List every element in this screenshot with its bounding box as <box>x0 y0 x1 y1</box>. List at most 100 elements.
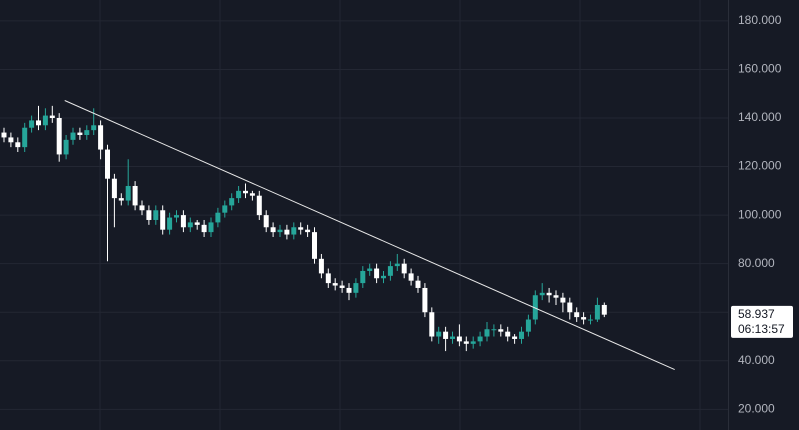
candle-body <box>491 329 497 331</box>
candle-body <box>118 198 124 201</box>
candle-body <box>325 273 331 284</box>
candle-body <box>360 270 366 284</box>
y-tick-label: 180.000 <box>738 13 782 27</box>
trendline <box>64 100 675 371</box>
candle-body <box>215 212 221 223</box>
candle-body <box>512 336 518 339</box>
candle-body <box>15 142 21 148</box>
candle-body <box>519 331 524 339</box>
candle-body <box>505 331 511 337</box>
candle-body <box>229 198 235 206</box>
candle-body <box>560 297 566 303</box>
candle-body <box>450 336 455 339</box>
candle-body <box>353 283 359 293</box>
candle-body <box>208 222 214 233</box>
candle-body <box>222 205 228 213</box>
candle-body <box>436 331 442 337</box>
candle-body <box>401 263 407 274</box>
candle-body <box>367 268 373 271</box>
candle-body <box>532 295 538 320</box>
candle-body <box>139 205 145 211</box>
y-tick-label: 120.000 <box>738 159 782 173</box>
last-price-box <box>731 305 793 338</box>
candle-body <box>588 319 593 321</box>
candle-body <box>256 195 262 216</box>
candle-body <box>408 273 414 281</box>
candle-body <box>594 304 600 320</box>
candle-body <box>56 118 62 155</box>
candle-body <box>105 149 110 179</box>
candle-body <box>601 304 607 315</box>
candle-body <box>305 229 311 233</box>
candle-body <box>318 258 324 274</box>
candle-body <box>443 331 449 339</box>
candle-body <box>477 336 483 342</box>
y-tick-label: 80.000 <box>738 256 775 270</box>
candle-body <box>249 193 255 196</box>
candle-body <box>456 336 462 342</box>
y-tick-label: 40.000 <box>738 353 775 367</box>
last-price-label: 58.937 <box>738 307 775 321</box>
candle-body <box>22 127 28 148</box>
candle-body <box>574 312 580 318</box>
candle-body <box>422 287 428 313</box>
candle-body <box>374 268 380 279</box>
candle-body <box>180 215 186 228</box>
candle-body <box>84 130 90 135</box>
candle-body <box>525 319 531 332</box>
candle-body <box>153 210 159 220</box>
candle-body <box>284 229 290 235</box>
candle-body <box>498 329 504 332</box>
candle-body <box>346 287 352 293</box>
candle-body <box>539 292 545 296</box>
candle-body <box>546 292 552 296</box>
candle-body <box>263 215 269 228</box>
candle-body <box>277 229 283 233</box>
candle-body <box>484 329 490 337</box>
candle-body <box>470 341 476 344</box>
candle-body <box>1 132 7 138</box>
candle-body <box>387 266 393 276</box>
candle-body <box>77 132 83 135</box>
candle-body <box>36 120 41 126</box>
y-tick-label: 20.000 <box>738 402 775 416</box>
candle-body <box>160 210 166 230</box>
candle-body <box>381 275 386 279</box>
candle-body <box>63 139 69 155</box>
candle-body <box>567 302 573 313</box>
candle-body <box>187 222 193 228</box>
candle-body <box>291 227 297 235</box>
candle-body <box>146 210 152 220</box>
y-tick-label: 140.000 <box>738 110 782 124</box>
countdown-label: 06:13:57 <box>738 322 785 336</box>
candle-body <box>132 185 138 206</box>
candle-body <box>394 263 400 267</box>
candle-body <box>332 283 338 286</box>
candle-body <box>70 132 76 140</box>
candle-body <box>339 285 345 288</box>
candle-body <box>312 232 317 259</box>
candle-body <box>243 190 248 194</box>
candle-body <box>29 120 35 128</box>
y-tick-label: 100.000 <box>738 207 782 221</box>
candle-body <box>553 295 559 298</box>
candle-body <box>581 317 587 320</box>
candle-body <box>270 227 276 233</box>
candle-body <box>91 125 97 131</box>
y-tick-label: 160.000 <box>738 62 782 76</box>
candle-body <box>174 215 179 218</box>
candle-body <box>415 280 421 288</box>
candle-body <box>463 341 469 344</box>
candle-body <box>167 217 173 230</box>
candle-body <box>201 224 207 233</box>
candle-body <box>8 137 14 143</box>
candle-body <box>236 190 242 199</box>
candle-body <box>429 312 435 337</box>
candle-body <box>298 227 304 230</box>
candle-body <box>49 115 55 119</box>
candle-body <box>111 178 117 199</box>
candle-body <box>98 125 104 150</box>
candle-body <box>194 222 200 225</box>
candle-body <box>42 115 48 126</box>
